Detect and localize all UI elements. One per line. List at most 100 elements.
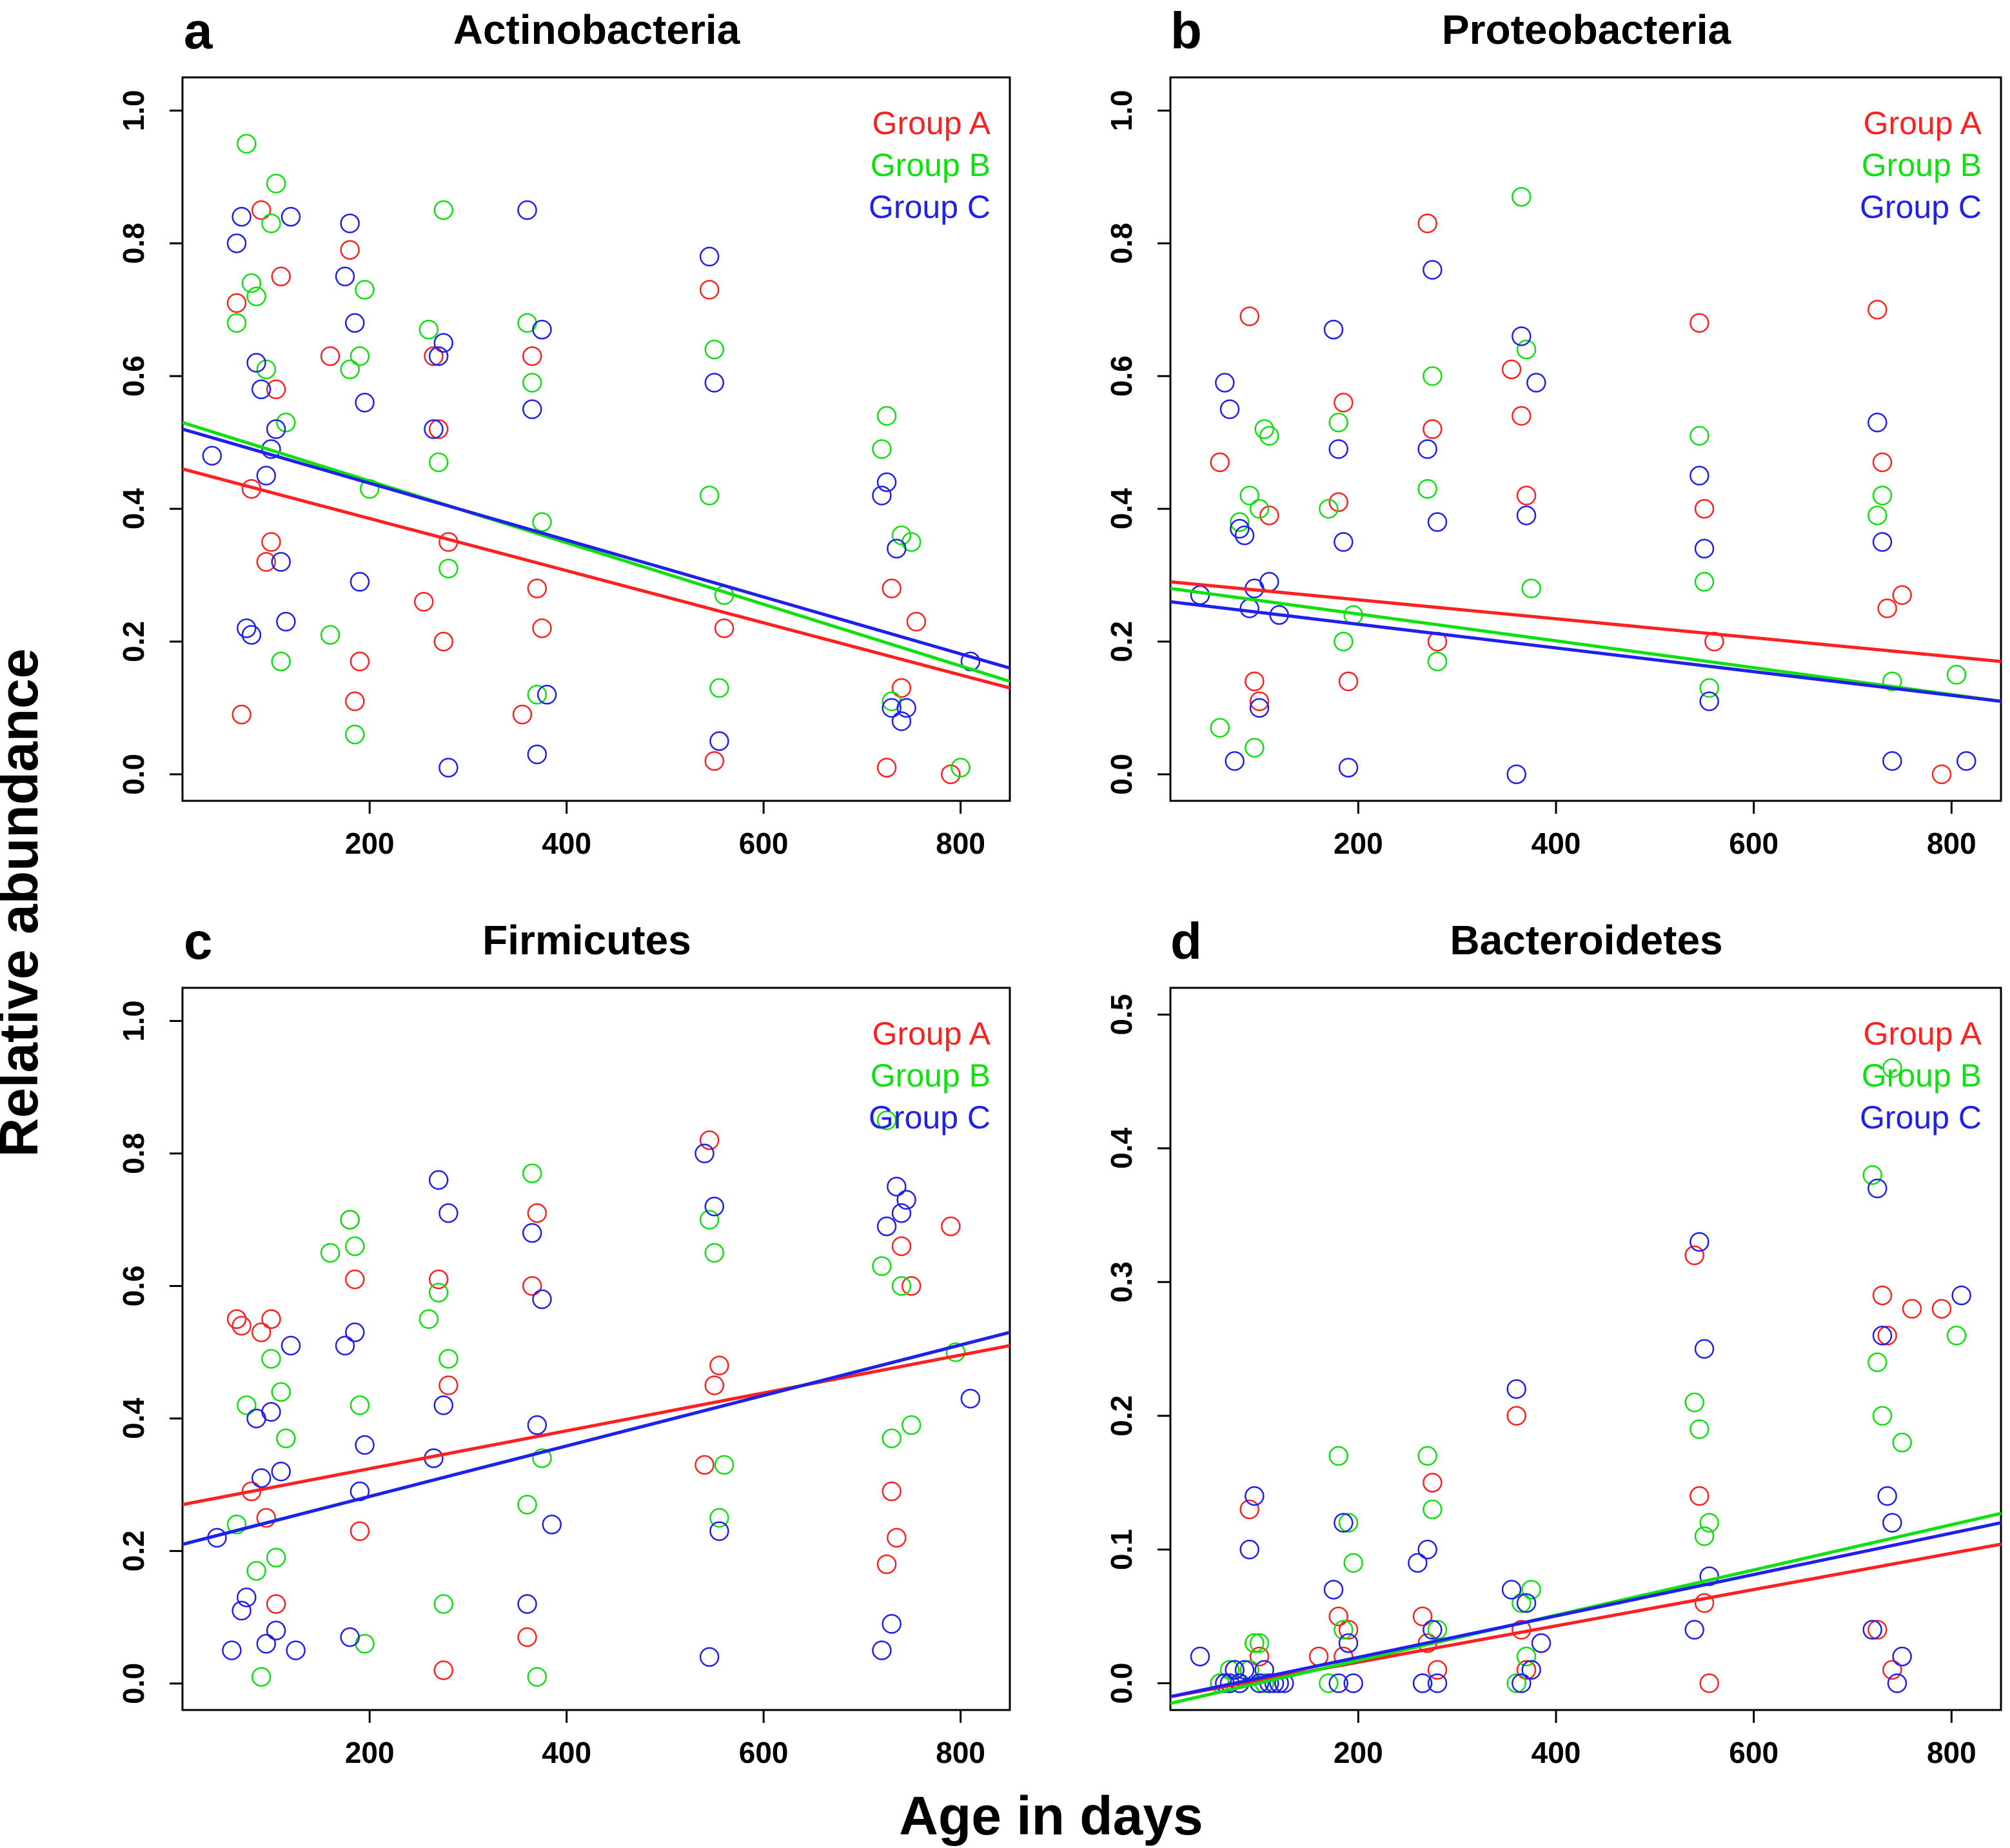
data-point (1234, 1660, 1255, 1680)
data-point (355, 393, 375, 413)
data-point (1423, 1620, 1443, 1640)
data-point (882, 1481, 902, 1502)
data-point (1946, 665, 1967, 685)
data-point (1334, 393, 1354, 413)
data-point (232, 206, 251, 227)
data-point (433, 1660, 454, 1680)
legend-entry: Group B (1862, 147, 1982, 183)
panel-d: d Bacteroidetes 200 400 600 800 0.0 0.1 0.2 0.3 0.… (1105, 912, 2002, 1769)
data-point (266, 1594, 286, 1614)
data-point (876, 472, 897, 493)
x-tick-label: 400 (542, 1736, 591, 1769)
data-point (1867, 1178, 1887, 1199)
plot-data (182, 133, 1010, 785)
x-tick-label: 400 (542, 827, 591, 860)
data-point (251, 200, 271, 221)
data-point (251, 1667, 271, 1687)
legend-entry: Group B (871, 1057, 990, 1094)
legend-entry: Group B (1862, 1057, 1982, 1094)
data-point (891, 1276, 912, 1296)
data-point (1690, 426, 1709, 446)
data-point (428, 452, 449, 473)
data-point (419, 319, 439, 340)
data-point (1259, 506, 1279, 526)
y-tick-label: 0.8 (117, 1133, 150, 1174)
data-point (438, 1203, 458, 1223)
data-point (1516, 506, 1537, 526)
data-point (246, 353, 266, 373)
data-point (1694, 538, 1715, 559)
y-tick-label: 0.4 (117, 488, 150, 529)
data-point (226, 1309, 247, 1330)
data-point (872, 1640, 892, 1660)
data-point (428, 346, 449, 366)
data-point (1531, 1633, 1552, 1653)
fit-line (1170, 587, 2001, 703)
data-point (522, 1163, 542, 1183)
data-point (1215, 373, 1235, 393)
data-point (1417, 1446, 1437, 1466)
data-point (1343, 1553, 1363, 1573)
data-point (699, 1130, 720, 1150)
data-point (709, 731, 729, 751)
panel-a: a Actinobacteria 200 400 600 800 0.0 0.2 0.4 0.6 0… (117, 2, 1011, 860)
data-point (1338, 1633, 1359, 1653)
data-point (522, 373, 542, 393)
plot-frame (1169, 76, 2002, 802)
y-tick-label: 0.6 (117, 355, 150, 397)
data-point (1334, 532, 1354, 552)
legend-entry: Group C (1860, 1099, 1982, 1135)
data-point (1210, 718, 1230, 738)
data-point (1882, 1513, 1902, 1533)
data-point (896, 698, 916, 718)
data-point (1521, 1580, 1541, 1600)
data-point (1225, 751, 1245, 771)
fit-line (182, 467, 1010, 690)
data-point (1516, 1593, 1537, 1613)
data-point (945, 1342, 966, 1362)
data-point (1882, 1058, 1902, 1078)
data-point (1417, 478, 1437, 499)
x-tick-label: 800 (1927, 827, 1976, 860)
data-point (266, 419, 286, 439)
data-point (256, 1508, 277, 1528)
data-point (261, 1309, 281, 1330)
data-point (704, 751, 725, 771)
panel-title: Bacteroidetes (1450, 917, 1722, 963)
data-point (1872, 532, 1893, 552)
data-point (1328, 1606, 1348, 1627)
data-point (1690, 1232, 1709, 1252)
data-point (340, 213, 360, 233)
data-point (542, 1515, 562, 1535)
data-point (1872, 452, 1893, 473)
data-point (902, 1276, 921, 1296)
data-point (704, 1243, 725, 1263)
data-point (704, 339, 725, 360)
data-point (1417, 1539, 1437, 1560)
plot-data (1170, 187, 2001, 785)
data-point (1427, 512, 1448, 532)
data-point (517, 200, 537, 221)
data-point (271, 651, 291, 672)
data-point (261, 532, 281, 552)
data-point (266, 1548, 286, 1568)
y-tick-label: 0.2 (1105, 1395, 1138, 1437)
data-point (887, 1528, 907, 1548)
data-point (1690, 1419, 1709, 1439)
data-point (906, 611, 927, 632)
x-tick-label: 800 (1927, 1736, 1976, 1769)
data-point (695, 1455, 714, 1475)
data-point (340, 1627, 360, 1647)
data-point (345, 1269, 365, 1290)
legend-entry: Group A (1864, 1016, 1982, 1052)
data-point (1427, 1673, 1448, 1693)
data-point (271, 552, 291, 572)
data-point (522, 1276, 542, 1296)
data-point (226, 293, 247, 313)
y-tick-label: 0.0 (1105, 1663, 1138, 1704)
data-point (237, 1588, 257, 1607)
data-point (537, 685, 557, 705)
plot-frame (181, 987, 1011, 1711)
